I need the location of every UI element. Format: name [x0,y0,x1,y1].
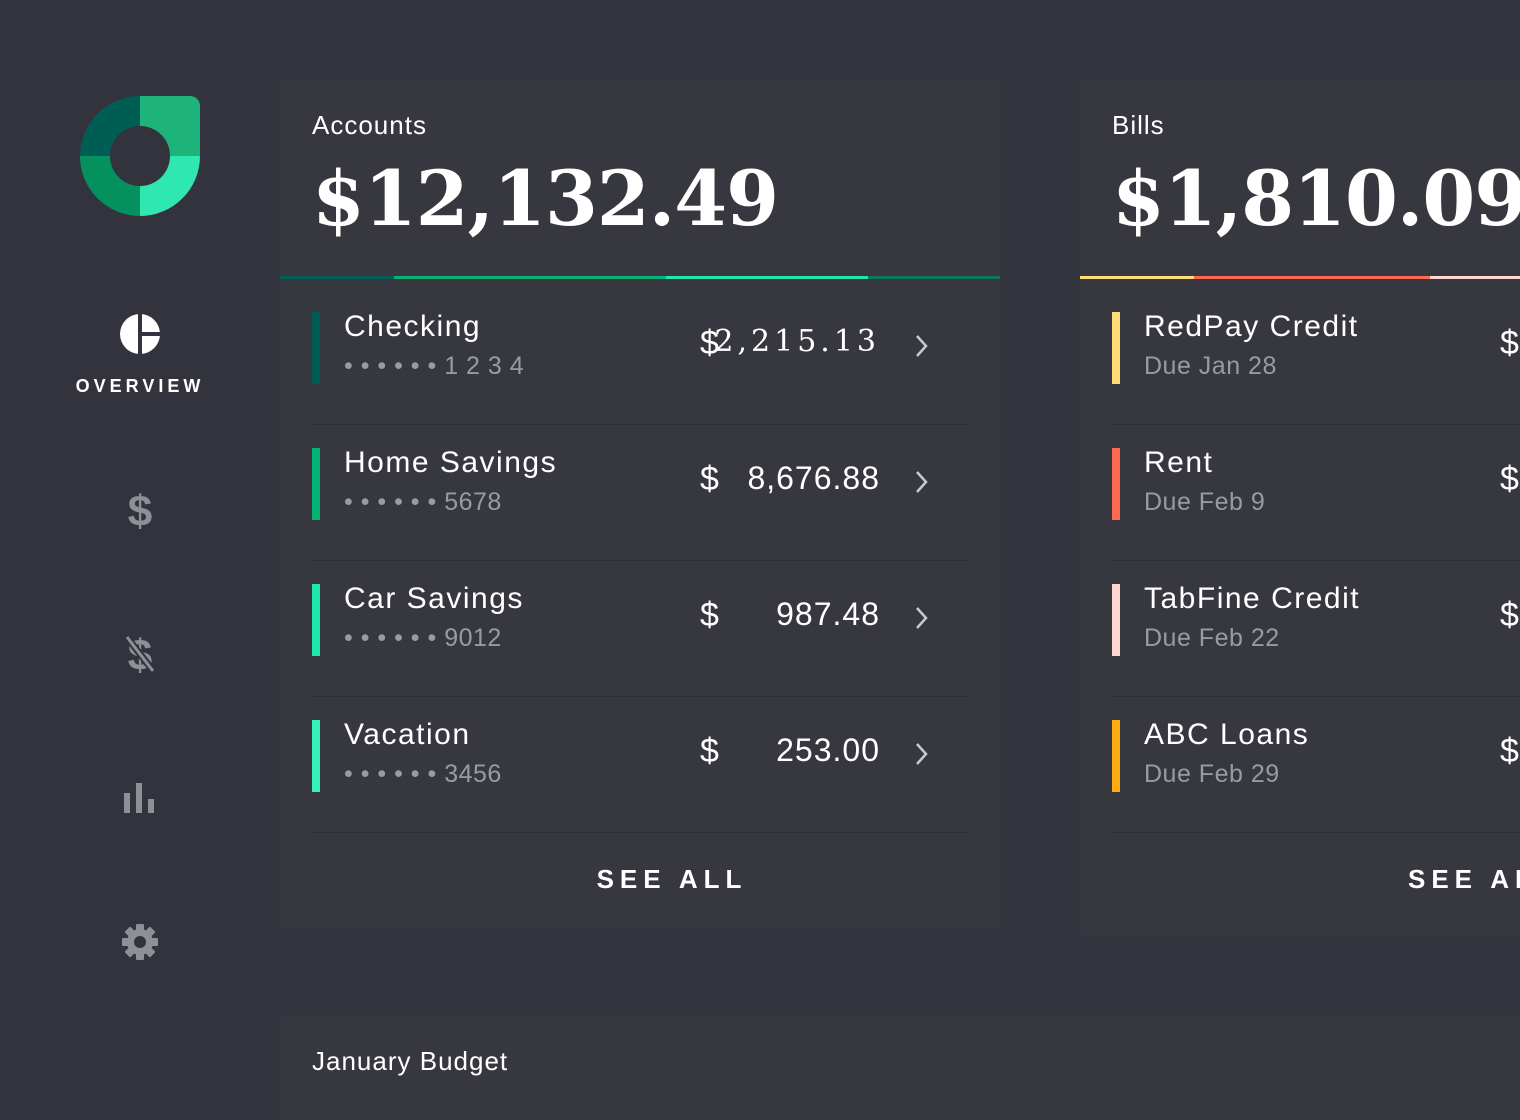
bill-row-rent[interactable]: Rent Due Feb 9 $ [1112,424,1520,561]
account-row-vacation[interactable]: Vacation • • • • • • 3456 $ 253.00 [312,696,968,833]
account-name: Vacation [344,718,471,751]
nav-settings[interactable] [100,920,180,968]
account-currency: $ [700,732,719,770]
bill-currency: $ [1500,732,1519,770]
account-number: • • • • • • 5678 [344,488,502,516]
account-number: • • • • • • 9012 [344,624,502,652]
chevron-right-icon[interactable] [912,468,932,496]
overview-icon [119,312,161,360]
chevron-right-icon[interactable] [912,740,932,768]
account-amount: 8,676.88 [747,460,880,496]
account-name: Home Savings [344,446,558,479]
bill-color-bar [1112,584,1120,656]
bill-currency: $ [1500,324,1519,362]
bills-card: Bills $1,810.09 RedPay Credit Due Jan 28… [1080,80,1520,936]
nav-accounts[interactable]: $ [100,487,180,537]
account-color-bar [312,312,320,384]
bills-see-all-button[interactable]: SEE AL [1408,864,1520,894]
account-row-car-savings[interactable]: Car Savings • • • • • • 9012 $ 987.48 [312,560,968,697]
account-color-bar [312,720,320,792]
dollar-icon: $ [125,487,155,537]
bill-row-abc-loans[interactable]: ABC Loans Due Feb 29 $ [1112,696,1520,833]
budget-card: January Budget [280,1016,1520,1120]
account-name: Car Savings [344,582,524,615]
chevron-right-icon[interactable] [912,332,932,360]
accounts-label: Accounts [312,110,427,140]
chevron-right-icon[interactable] [912,604,932,632]
bill-due-date: Due Feb 29 [1144,760,1280,788]
app-logo [80,96,200,216]
bill-color-bar [1112,448,1120,520]
gear-icon [121,923,159,966]
bill-color-bar [1112,312,1120,384]
budget-label: January Budget [312,1046,509,1076]
bill-row-redpay[interactable]: RedPay Credit Due Jan 28 $ [1112,288,1520,425]
no-dollar-icon: $ [122,631,158,681]
bills-total: $1,810.09 [1112,154,1520,243]
account-color-bar [312,448,320,520]
bar-chart-icon [124,782,156,818]
nav-bills[interactable]: $ [100,631,180,681]
account-amount: 253.00 [776,732,880,768]
account-color-bar [312,584,320,656]
account-row-home-savings[interactable]: Home Savings • • • • • • 5678 $ 8,676.88 [312,424,968,561]
bill-currency: $ [1500,596,1519,634]
svg-text:$: $ [128,488,152,532]
bill-row-tabfine[interactable]: TabFine Credit Due Feb 22 $ [1112,560,1520,697]
account-currency: $ [700,596,719,634]
bill-name: TabFine Credit [1144,582,1361,615]
accounts-total: $12,132.49 [312,154,779,243]
account-amount: 987.48 [776,596,880,632]
accounts-card: Accounts $12,132.49 Checking • • • • • •… [280,80,1000,928]
account-currency: $ [700,324,719,362]
account-number: • • • • • • 1 2 3 4 [344,352,525,380]
bill-due-date: Due Jan 28 [1144,352,1277,380]
bills-balance-strip [1080,276,1520,279]
accounts-balance-strip [280,276,1000,279]
nav-overview[interactable] [100,312,180,360]
bill-name: RedPay Credit [1144,310,1359,343]
nav-budget[interactable] [100,776,180,824]
nav-overview-label[interactable]: OVERVIEW [75,376,205,396]
account-name: Checking [344,310,482,343]
bills-label: Bills [1112,110,1165,140]
bill-due-date: Due Feb 9 [1144,488,1266,516]
account-row-checking[interactable]: Checking • • • • • • 1 2 3 4 $ 2,215.13 [312,288,968,425]
account-number: • • • • • • 3456 [344,760,502,788]
bill-color-bar [1112,720,1120,792]
bill-name: Rent [1144,446,1214,479]
account-amount: 2,215.13 [714,324,880,359]
bill-currency: $ [1500,460,1519,498]
accounts-see-all-button[interactable]: SEE ALL [596,864,748,894]
account-currency: $ [700,460,719,498]
bill-due-date: Due Feb 22 [1144,624,1280,652]
bill-name: ABC Loans [1144,718,1310,751]
